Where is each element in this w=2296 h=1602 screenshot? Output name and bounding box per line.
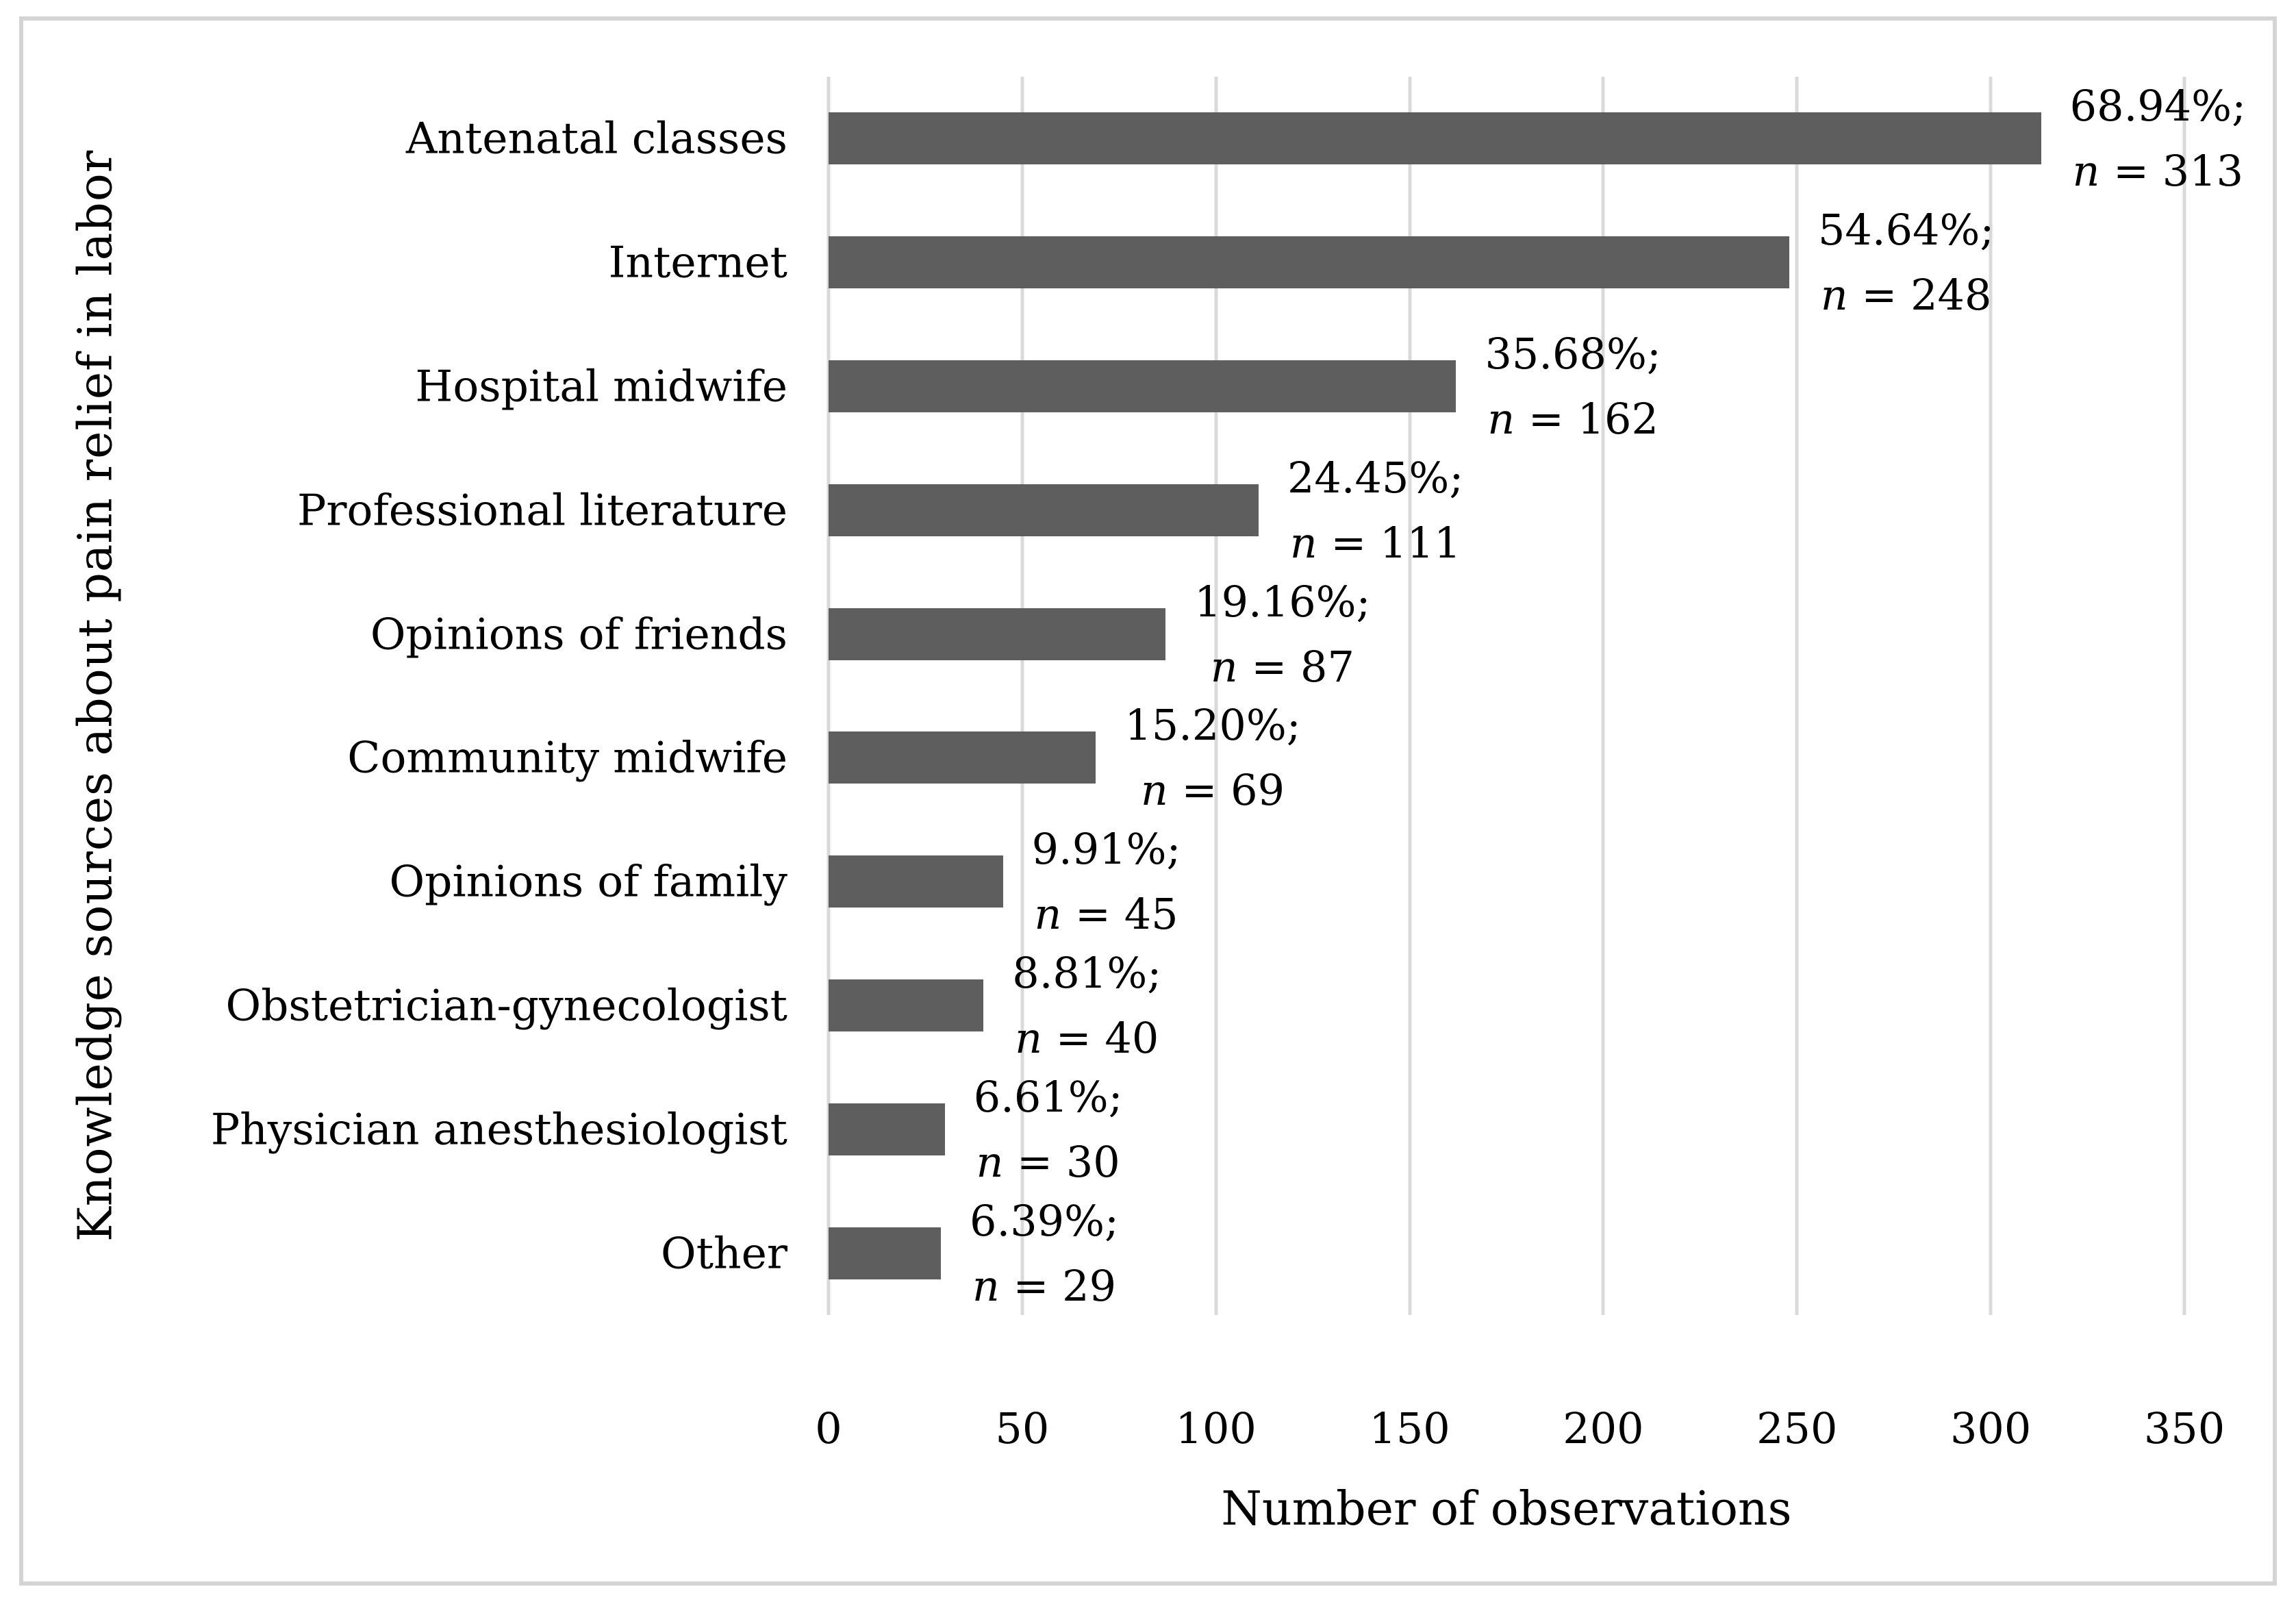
value-label-9: 6.39%; n = 29 — [970, 1188, 1119, 1318]
percent-label-1: 54.64%; — [1817, 205, 1995, 255]
value-label-6: 9.91%; n = 45 — [1032, 816, 1181, 947]
bar-0 — [829, 112, 2041, 165]
x-tick-label-350: 350 — [2143, 1403, 2225, 1453]
value-label-1: 54.64%; n = 248 — [1818, 197, 1994, 327]
x-tick-label-300: 300 — [1950, 1403, 2032, 1453]
n-label-7: n = 40 — [1015, 1013, 1159, 1063]
value-label-0: 68.94%; n = 313 — [2070, 73, 2246, 203]
gridline-x-250 — [1795, 77, 1799, 1315]
n-label-6: n = 45 — [1034, 889, 1178, 940]
category-label-0: Antenatal classes — [405, 113, 787, 164]
category-label-3: Professional literature — [297, 485, 787, 536]
percent-label-0: 68.94%; — [2069, 81, 2246, 132]
value-label-4: 19.16%; n = 87 — [1194, 569, 1370, 699]
percent-label-3: 24.45%; — [1287, 452, 1464, 503]
percent-label-6: 9.91%; — [1031, 824, 1181, 875]
n-label-1: n = 248 — [1820, 270, 1992, 321]
n-label-3: n = 111 — [1289, 517, 1461, 568]
gridline-x-0 — [827, 77, 831, 1315]
bar-4 — [829, 608, 1166, 660]
gridline-x-350 — [2182, 77, 2186, 1315]
value-label-8: 6.61%; n = 30 — [974, 1064, 1123, 1194]
x-tick-label-150: 150 — [1369, 1403, 1450, 1453]
value-label-2: 35.68%; n = 162 — [1485, 321, 1661, 451]
category-label-2: Hospital midwife — [415, 361, 787, 412]
bar-3 — [829, 484, 1259, 536]
percent-label-9: 6.39%; — [970, 1195, 1119, 1246]
value-label-3: 24.45%; n = 111 — [1287, 445, 1463, 575]
gridline-x-100 — [1214, 77, 1218, 1315]
x-tick-label-100: 100 — [1175, 1403, 1257, 1453]
category-label-5: Community midwife — [347, 732, 787, 783]
category-label-9: Other — [661, 1228, 787, 1279]
x-axis-tick-labels: 0 50 100 150 200 250 300 350 — [815, 1403, 2225, 1469]
n-label-0: n = 313 — [2072, 146, 2244, 197]
x-axis-title: Number of observations — [1221, 1482, 1792, 1536]
x-tick-label-0: 0 — [815, 1403, 842, 1453]
x-tick-label-50: 50 — [995, 1403, 1050, 1453]
category-axis-labels: Antenatal classes Internet Hospital midwif… — [82, 77, 787, 1315]
plot-area: 68.94%; n = 313 54.64%; n = 248 35.68%; n = 1… — [827, 77, 2246, 1318]
category-label-1: Internet — [608, 237, 787, 288]
bar-6 — [829, 855, 1003, 908]
n-label-2: n = 162 — [1487, 394, 1658, 444]
bar-9 — [829, 1227, 942, 1279]
category-label-6: Opinions of family — [389, 856, 788, 907]
gridline-x-200 — [1601, 77, 1605, 1315]
gridline-x-150 — [1408, 77, 1412, 1315]
percent-label-5: 15.20%; — [1124, 700, 1301, 751]
percent-label-7: 8.81%; — [1012, 948, 1162, 998]
n-label-9: n = 29 — [972, 1260, 1117, 1311]
bar-2 — [829, 360, 1456, 412]
category-label-4: Opinions of friends — [370, 609, 787, 660]
percent-label-2: 35.68%; — [1485, 329, 1661, 379]
n-label-8: n = 30 — [976, 1136, 1120, 1187]
value-label-5: 15.20%; n = 69 — [1124, 692, 1300, 823]
value-label-7: 8.81%; n = 40 — [1012, 940, 1161, 1071]
bar-5 — [829, 731, 1096, 784]
bar-7 — [829, 979, 984, 1031]
bar-8 — [829, 1103, 945, 1155]
percent-label-8: 6.61%; — [973, 1071, 1123, 1122]
category-label-8: Physician anesthesiologist — [210, 1104, 787, 1155]
x-tick-label-200: 200 — [1563, 1403, 1644, 1453]
gridline-x-50 — [1020, 77, 1024, 1315]
n-label-5: n = 69 — [1140, 765, 1285, 816]
x-tick-label-250: 250 — [1756, 1403, 1838, 1453]
n-label-4: n = 87 — [1210, 641, 1354, 692]
category-label-7: Obstetrician-gynecologist — [225, 980, 787, 1031]
percent-label-4: 19.16%; — [1194, 576, 1371, 627]
gridline-x-300 — [1989, 77, 1993, 1315]
bar-1 — [829, 236, 1789, 289]
